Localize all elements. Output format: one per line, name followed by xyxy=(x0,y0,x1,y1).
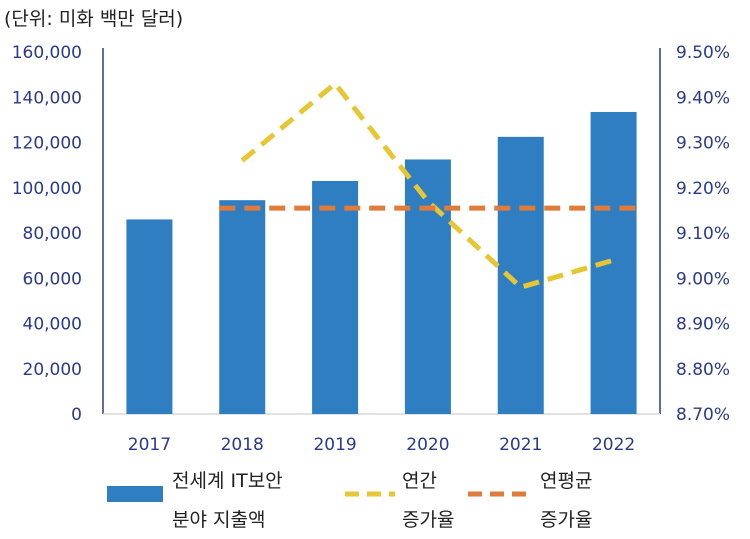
legend-annual-label-1: 연간 xyxy=(402,470,437,492)
bar xyxy=(312,180,359,414)
x-tick-label: 2019 xyxy=(313,435,356,455)
x-tick-label: 2022 xyxy=(592,435,635,455)
series-line xyxy=(240,80,615,291)
x-tick-label: 2021 xyxy=(499,435,542,455)
y-left-tick-label: 60,000 xyxy=(23,269,82,289)
y-left-tick-label: 140,000 xyxy=(12,88,82,108)
y-right-tick-label: 8.70% xyxy=(676,405,730,425)
unit-note: (단위: 미화 백만 달러) xyxy=(4,8,184,30)
bar xyxy=(219,200,266,414)
lines-layer xyxy=(219,80,637,291)
legend-annual-label-2: 증가율 xyxy=(402,509,455,531)
bar xyxy=(404,159,451,414)
bars-layer xyxy=(126,111,637,415)
ticks-layer: 0 20,000 40,000 60,000 80,000 100,000 120,000 1… xyxy=(12,43,730,455)
x-tick-label: 2018 xyxy=(221,435,264,455)
y-left-tick-label: 80,000 xyxy=(23,224,82,244)
y-left-tick-label: 20,000 xyxy=(23,360,82,380)
y-right-tick-label: 8.90% xyxy=(676,315,730,335)
x-tick-label: 2020 xyxy=(406,435,449,455)
y-right-tick-label: 9.50% xyxy=(676,43,730,63)
x-tick-label: 2017 xyxy=(128,435,171,455)
y-right-tick-label: 8.80% xyxy=(676,360,730,380)
axes-layer xyxy=(102,48,661,415)
legend-cagr-label-2: 증가율 xyxy=(540,509,593,531)
y-left-tick-label: 100,000 xyxy=(12,179,82,199)
y-right-tick-label: 9.40% xyxy=(676,88,730,108)
legend-bar-label-2: 분야 지출액 xyxy=(172,509,266,531)
y-right-tick-label: 9.10% xyxy=(676,224,730,244)
y-left-tick-label: 120,000 xyxy=(12,134,82,154)
y-right-tick-label: 9.20% xyxy=(676,179,730,199)
legend-cagr-label-1: 연평균 xyxy=(540,470,593,492)
y-left-tick-label: 0 xyxy=(71,405,82,425)
y-right-tick-label: 9.30% xyxy=(676,134,730,154)
legend-bar-label-1: 전세계 IT보안 xyxy=(172,470,283,492)
y-left-tick-label: 40,000 xyxy=(23,315,82,335)
legend-swatch-bar xyxy=(107,486,163,502)
y-right-tick-label: 9.00% xyxy=(676,269,730,289)
y-left-tick-label: 160,000 xyxy=(12,43,82,63)
bar xyxy=(126,219,173,414)
